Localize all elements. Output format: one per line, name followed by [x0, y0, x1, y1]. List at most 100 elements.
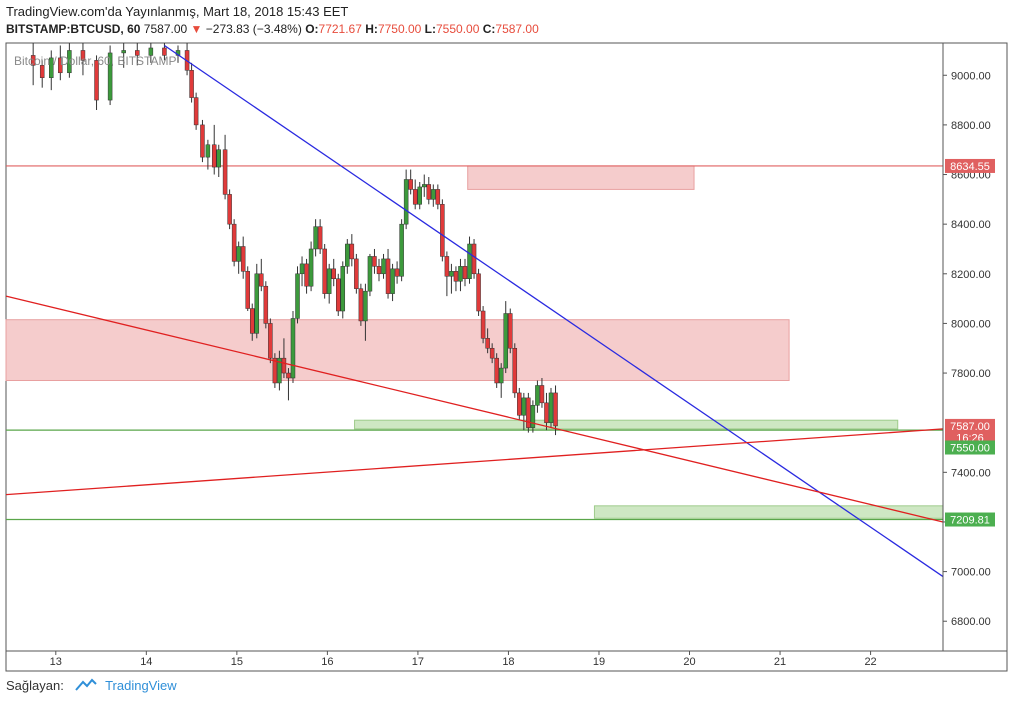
- y-tick-label: 9000.00: [951, 70, 991, 82]
- candle-body: [399, 223, 404, 277]
- candle-body: [290, 318, 296, 379]
- last-price: 7587.00: [143, 22, 188, 36]
- candle-body: [408, 179, 413, 190]
- symbol-name: BITSTAMP:BTCUSD, 60: [6, 22, 141, 36]
- zones-layer: [5, 165, 944, 519]
- trend-lines-layer: [5, 44, 944, 578]
- candle-body: [148, 47, 154, 56]
- candle-body: [381, 258, 386, 275]
- trend-line-blue-0: [164, 44, 944, 578]
- candle-body: [462, 266, 468, 280]
- candle-body: [249, 308, 255, 334]
- zone-red-1: [5, 319, 790, 382]
- candle-body: [317, 226, 323, 250]
- y-tick-label: 7800.00: [951, 368, 991, 380]
- x-tick-label: 14: [140, 656, 152, 668]
- candle-body: [485, 338, 490, 349]
- candle-body: [200, 124, 205, 158]
- y-tick-label: 8800.00: [951, 120, 991, 132]
- symbol-info-line: BITSTAMP:BTCUSD, 60 7587.00 ▼ −273.83 (−…: [6, 22, 539, 36]
- candle-body: [107, 52, 113, 101]
- trend-line-red-1: [5, 295, 944, 523]
- price-label: 7587.00: [950, 421, 990, 433]
- candle-body: [517, 392, 522, 416]
- candle-body: [422, 184, 427, 188]
- candle-body: [277, 357, 282, 384]
- x-tick-label: 18: [502, 656, 514, 668]
- price-axis[interactable]: [942, 42, 1008, 652]
- candle-body: [412, 189, 418, 205]
- candle-body: [458, 266, 463, 282]
- candle-body: [385, 258, 391, 294]
- y-tick-label: 7000.00: [951, 567, 991, 579]
- candle-body: [326, 268, 332, 294]
- candle-body: [476, 273, 481, 312]
- y-tick-label: 6800.00: [951, 616, 991, 628]
- candle-body: [94, 60, 99, 101]
- candle-body: [440, 204, 445, 257]
- candle-body: [272, 357, 278, 384]
- candle-body: [535, 385, 540, 406]
- candle-body: [30, 55, 36, 66]
- low-label: L:: [424, 22, 436, 36]
- candle-body: [231, 223, 237, 262]
- candle-body: [367, 256, 373, 292]
- y-tick-label: 8400.00: [951, 219, 991, 231]
- candle-body: [205, 144, 211, 158]
- candle-body: [331, 268, 336, 280]
- candle-body: [211, 144, 217, 168]
- candle-body: [503, 313, 508, 369]
- open-label: O:: [305, 22, 319, 36]
- candle-body: [259, 273, 264, 287]
- price-label: 7550.00: [950, 443, 990, 455]
- candle-body: [417, 186, 422, 205]
- candle-body: [453, 271, 459, 282]
- candle-body: [39, 65, 45, 78]
- candle-body: [431, 189, 436, 200]
- tradingview-link[interactable]: TradingView: [105, 678, 177, 693]
- candle-body: [363, 290, 368, 322]
- candle-body: [480, 310, 486, 339]
- candle-body: [216, 149, 221, 168]
- candle-body: [544, 402, 549, 423]
- candle-body: [372, 256, 377, 267]
- candle-body: [245, 271, 250, 309]
- candle-body: [299, 263, 305, 275]
- x-tick-label: 20: [683, 656, 695, 668]
- y-tick-label: 8000.00: [951, 318, 991, 330]
- x-tick-label: 16: [321, 656, 333, 668]
- candle-body: [340, 266, 346, 312]
- candle-body: [121, 50, 126, 54]
- candle-body: [313, 226, 318, 250]
- x-axis-ticks: 13 14 15 16 17 18 19 20 21 22: [50, 651, 877, 668]
- candle-body: [236, 246, 241, 262]
- candle-body: [426, 184, 432, 200]
- horizontal-lines-layer: [6, 165, 943, 521]
- candle-body: [58, 57, 63, 74]
- time-axis[interactable]: [5, 650, 1008, 672]
- y-tick-label: 8200.00: [951, 269, 991, 281]
- candle-body: [336, 278, 341, 312]
- candle-body: [227, 194, 232, 225]
- candle-body: [322, 248, 327, 294]
- candle-body: [254, 273, 260, 334]
- candle-body: [263, 285, 269, 324]
- candle-body: [222, 149, 228, 195]
- candle-body: [240, 246, 246, 272]
- candle-body: [553, 392, 558, 427]
- candle-body: [390, 268, 395, 294]
- price-label-box: [945, 440, 995, 455]
- candle-body: [162, 47, 167, 56]
- candle-body: [471, 243, 477, 275]
- candle-body: [548, 392, 554, 423]
- close-value: 7587.00: [495, 22, 539, 36]
- high-label: H:: [365, 22, 378, 36]
- open-value: 7721.67: [318, 22, 362, 36]
- x-tick-label: 17: [412, 656, 424, 668]
- candle-body: [67, 50, 72, 74]
- y-axis-ticks: 9000.008800.008600.008400.008200.008000.…: [943, 70, 991, 628]
- candle-body: [449, 271, 454, 277]
- candle-body: [394, 268, 400, 277]
